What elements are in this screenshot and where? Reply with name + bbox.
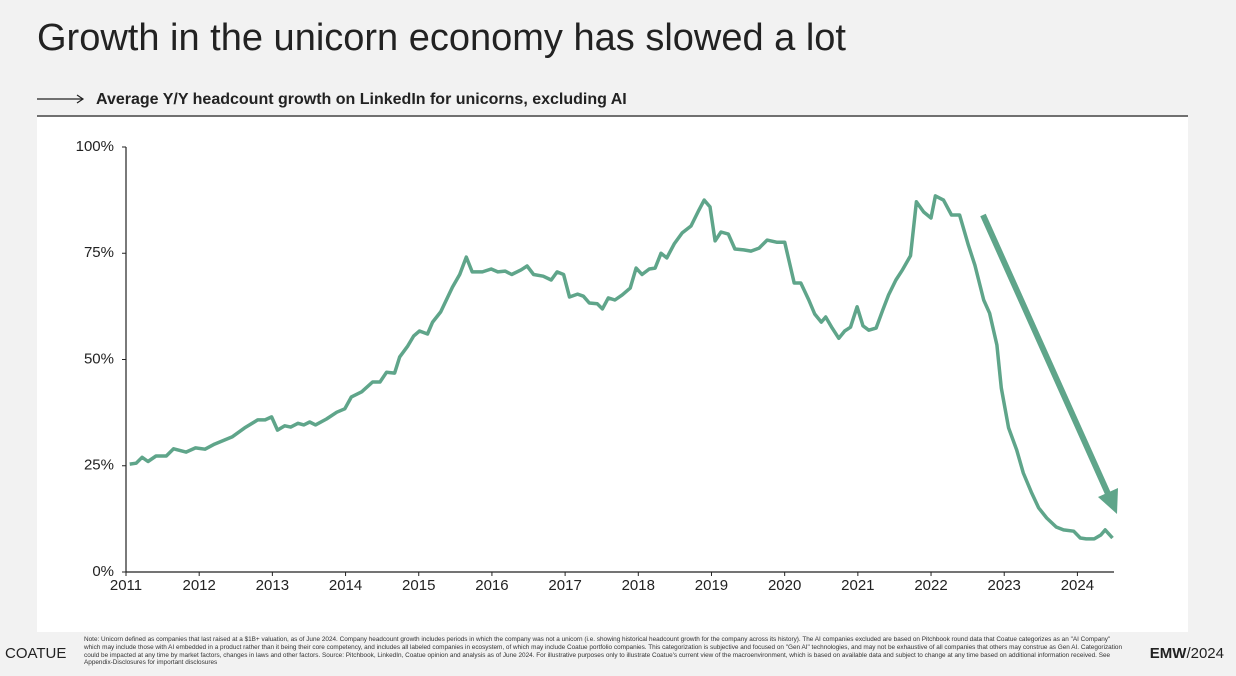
x-tick-label: 2011: [110, 577, 142, 594]
slide-title: Growth in the unicorn economy has slowed…: [37, 17, 846, 59]
event: EMW/2024: [1150, 645, 1224, 662]
x-tick-label: 2022: [914, 577, 947, 594]
x-tick-label: 2015: [402, 577, 435, 594]
chart-subtitle: Average Y/Y headcount growth on LinkedIn…: [96, 91, 627, 108]
y-tick-label: 100%: [76, 138, 114, 155]
x-tick-label: 2016: [475, 577, 508, 594]
x-tick-label: 2017: [548, 577, 581, 594]
x-tick-label: 2024: [1061, 577, 1094, 594]
x-tick-label: 2023: [988, 577, 1021, 594]
x-tick-label: 2013: [256, 577, 289, 594]
x-tick-label: 2021: [841, 577, 874, 594]
event-year: /2024: [1186, 645, 1224, 662]
footnote: Note: Unicorn defined as companies that …: [84, 636, 1123, 667]
y-tick-label: 75%: [84, 244, 114, 261]
trend-arrowhead: [1098, 488, 1118, 514]
trend-arrow: [980, 213, 1112, 498]
y-tick-label: 50%: [84, 350, 114, 367]
x-tick-label: 2020: [768, 577, 801, 594]
x-tick-label: 2019: [695, 577, 728, 594]
subtitle-arrowhead: [76, 94, 85, 104]
x-tick-label: 2018: [622, 577, 655, 594]
plot-panel: [37, 117, 1188, 632]
brand: COATUE: [5, 645, 66, 662]
event-name: EMW: [1150, 645, 1188, 662]
x-tick-label: 2014: [329, 577, 362, 594]
data-line: [129, 194, 1114, 541]
y-tick-label: 25%: [84, 457, 114, 474]
y-tick-label: 0%: [92, 563, 114, 580]
x-tick-label: 2012: [182, 577, 215, 594]
